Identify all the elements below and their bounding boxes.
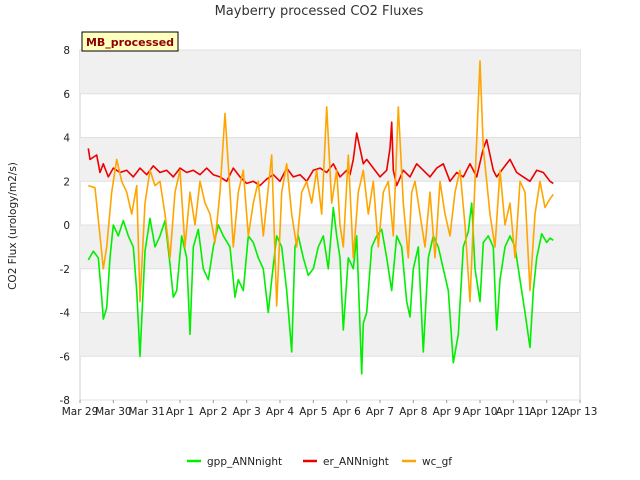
badge-label: MB_processed: [86, 36, 174, 49]
legend-label-gpp-annnight: gpp_ANNnight: [207, 456, 282, 468]
series-line-er-annnight: [87, 121, 554, 187]
series-line-wc-gf: [88, 60, 554, 307]
x-tick-label: Apr 12: [529, 406, 564, 418]
x-tick-label: Apr 7: [366, 406, 394, 418]
y-axis-ticks: -8 -6 -4 -2 0 2 4 6 8: [60, 45, 71, 407]
y-tick-label: 8: [63, 45, 70, 57]
plot-area: [79, 49, 581, 401]
legend: gpp_ANNnight er_ANNnight wc_gf: [187, 456, 452, 468]
series-line-gpp-annnight: [87, 202, 554, 375]
x-tick-label: Apr 4: [266, 406, 295, 418]
badge-box: [81, 31, 179, 52]
band--6-to--4: [80, 312, 580, 357]
series-layer: [87, 60, 554, 375]
x-tick-label: Apr 13: [563, 406, 598, 418]
x-tick-label: Mar 29: [62, 406, 99, 418]
y-tick-label: -6: [60, 351, 71, 363]
y-tick-label: -8: [60, 395, 70, 407]
y-tick-label: 0: [63, 220, 70, 232]
y-tick-label: 6: [63, 89, 70, 101]
y-tick-label: -4: [60, 308, 71, 320]
x-tick-label: Apr 6: [333, 406, 362, 418]
chart-title: Mayberry processed CO2 Fluxes: [215, 4, 424, 19]
legend-label-wc-gf: wc_gf: [422, 456, 452, 468]
x-tick-label: Apr 5: [299, 406, 327, 418]
x-tick-label: Apr 3: [233, 406, 261, 418]
x-tick-label: Apr 8: [399, 406, 427, 418]
x-tick-label: Apr 9: [433, 406, 461, 418]
x-tick-label: Apr 2: [199, 406, 227, 418]
x-tick-label: Apr 11: [496, 406, 531, 418]
legend-label-er-annnight: er_ANNnight: [323, 456, 389, 468]
y-tick-label: -2: [60, 264, 70, 276]
x-tick-label: Apr 10: [463, 406, 498, 418]
y-tick-label: 4: [63, 133, 70, 145]
x-tick-label: Mar 31: [128, 406, 165, 418]
y-axis-label: CO2 Flux (urology/m2/s): [7, 162, 19, 290]
x-tick-label: Apr 1: [166, 406, 194, 418]
x-tick-label: Mar 30: [95, 406, 132, 418]
mb-processed-badge: MB_processed: [81, 31, 179, 52]
y-tick-label: 2: [63, 176, 70, 188]
plot-bands: [80, 50, 580, 357]
band-6-to-8: [80, 50, 580, 94]
